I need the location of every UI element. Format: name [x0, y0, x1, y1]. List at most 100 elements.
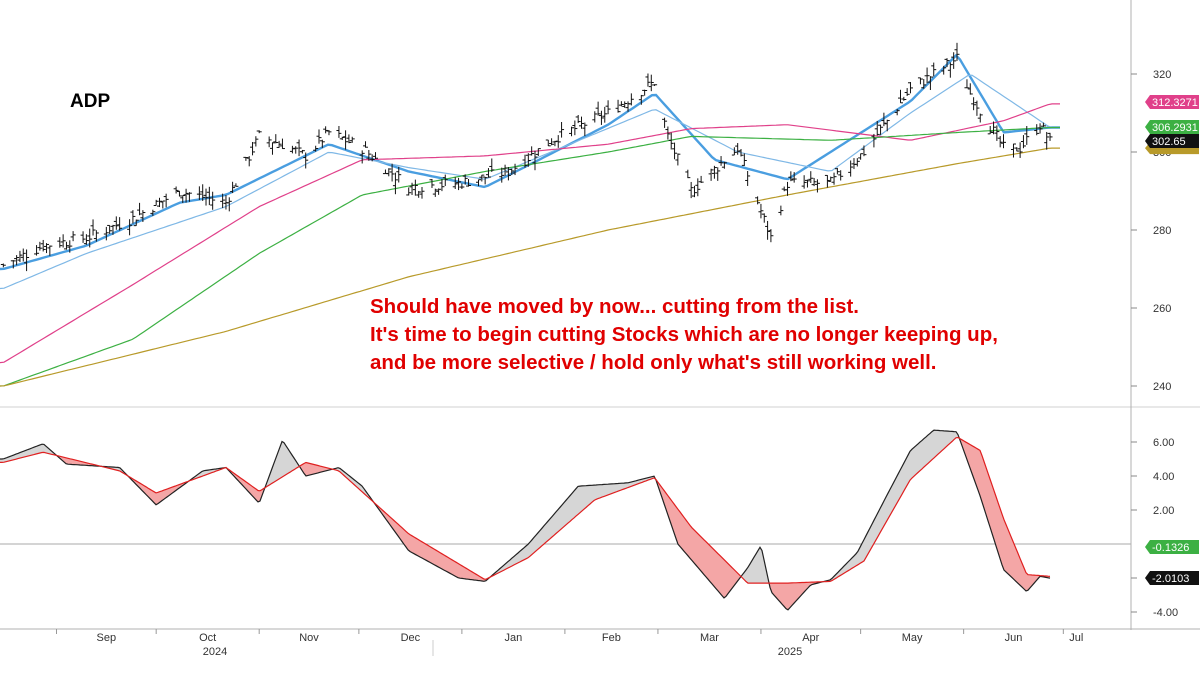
oscillator-fill-segment — [510, 558, 512, 567]
price-bar — [598, 110, 604, 125]
oscillator-fill-segment — [986, 467, 988, 521]
price-bar — [645, 73, 651, 87]
oscillator-fill-segment — [540, 528, 542, 548]
oscillator-fill-segment — [530, 539, 532, 557]
oscillator-fill-segment — [796, 582, 798, 602]
oscillator-fill-segment — [864, 535, 866, 561]
oscillator-fill-segment — [674, 503, 676, 539]
oscillator-fill-segment — [976, 448, 978, 491]
price-bar — [605, 100, 611, 115]
price-bar — [731, 147, 737, 156]
oscillator-fill-segment — [964, 440, 966, 457]
oscillator-fill-segment — [42, 444, 44, 453]
price-bar — [44, 243, 50, 254]
oscillator-fill-segment — [414, 536, 416, 555]
price-bar — [824, 174, 830, 188]
oscillator-fill-segment — [920, 440, 922, 471]
oscillator-fill-segment — [32, 447, 34, 456]
price-bar — [904, 88, 910, 96]
price-bar — [665, 126, 671, 140]
oscillator-fill-segment — [704, 539, 706, 577]
oscillator-fill-segment — [282, 441, 284, 478]
price-bar — [618, 101, 624, 107]
oscillator-fill-segment — [596, 484, 598, 500]
price-bar — [17, 250, 23, 263]
price-bar — [814, 179, 820, 193]
price-bar — [1034, 124, 1040, 136]
oscillator-fill-segment — [932, 430, 934, 460]
oscillator-fill-segment — [314, 464, 316, 474]
price-bar — [917, 77, 923, 85]
price-bar — [781, 186, 787, 192]
price-bar — [1010, 143, 1016, 158]
price-bar — [522, 154, 528, 168]
price-bar — [718, 156, 724, 166]
price-tag-label: 302.65 — [1152, 136, 1186, 148]
oscillator-fill-segment — [610, 483, 612, 495]
month-label: Jan — [505, 632, 523, 644]
oscillator-fill-segment — [274, 457, 276, 483]
price-bars-layer — [0, 42, 1053, 272]
oscillator-fill-segment — [730, 565, 732, 592]
oscillator-fill-segment — [558, 507, 560, 532]
month-label: Nov — [299, 632, 319, 644]
oscillator-fill-segment — [678, 509, 680, 547]
price-bar — [848, 160, 854, 177]
oscillator-fill-segment — [20, 451, 22, 459]
oscillator-fill-segment — [948, 431, 950, 446]
oscillator-fill-segment — [424, 542, 426, 561]
price-bar — [230, 181, 236, 194]
oscillator-fill-segment — [444, 554, 446, 572]
oscillator-fill-segment — [28, 448, 30, 457]
oscillator-fill-segment — [1022, 563, 1024, 589]
price-bar — [160, 200, 166, 209]
oscillator-fill-segment — [10, 455, 12, 461]
price-bar — [695, 178, 701, 197]
oscillator-fill-segment — [542, 525, 544, 546]
oscillator-fill-segment — [534, 535, 536, 553]
oscillator-fill-segment — [1024, 567, 1026, 591]
oscillator-fill-segment — [606, 484, 608, 496]
oscillator-fill-segment — [722, 557, 724, 598]
price-bar — [575, 114, 581, 124]
price-bar — [186, 192, 192, 202]
price-bar — [266, 136, 272, 148]
oscillator-fill-segment — [874, 516, 876, 544]
price-bar — [412, 179, 418, 196]
oscillator-fill-segment — [582, 485, 584, 511]
oscillator-fill-segment — [896, 474, 898, 505]
price-bar — [735, 143, 741, 155]
price-bar — [901, 96, 907, 101]
oscillator-fill-segment — [552, 514, 554, 538]
oscillator-fill-segment — [922, 438, 924, 469]
price-bar — [791, 172, 797, 183]
price-bar — [316, 129, 322, 144]
ma-100-line — [0, 126, 1060, 387]
oscillator-fill-segment — [18, 452, 20, 459]
oscillator-tag-label: -0.1326 — [1152, 542, 1189, 554]
price-bar — [382, 169, 388, 175]
price-bar — [907, 82, 913, 94]
price-tag: 302.65 — [1145, 134, 1199, 148]
oscillator-fill-segment — [158, 491, 160, 504]
oscillator-fill-segment — [942, 430, 944, 451]
oscillator-fill-segment — [252, 486, 254, 498]
oscillator-fill-segment — [1012, 538, 1014, 580]
oscillator-fill-segment — [150, 489, 152, 501]
oscillator-fill-segment — [930, 431, 932, 462]
price-bar — [456, 177, 462, 191]
oscillator-fill-segment — [1028, 574, 1030, 591]
oscillator-fill-segment — [466, 568, 468, 580]
oscillator-fill-segment — [794, 582, 796, 604]
price-bar — [788, 171, 794, 182]
price-bar — [163, 193, 169, 208]
oscillator-fill-segment — [862, 539, 864, 563]
oscillator-fill-segment — [786, 583, 788, 610]
oscillator-fill-segment — [546, 521, 548, 543]
price-bar — [34, 245, 40, 256]
oscillator-fill-segment — [588, 485, 590, 506]
price-bar — [293, 146, 299, 154]
oscillator-fill-segment — [944, 430, 946, 449]
price-bar — [672, 142, 678, 160]
